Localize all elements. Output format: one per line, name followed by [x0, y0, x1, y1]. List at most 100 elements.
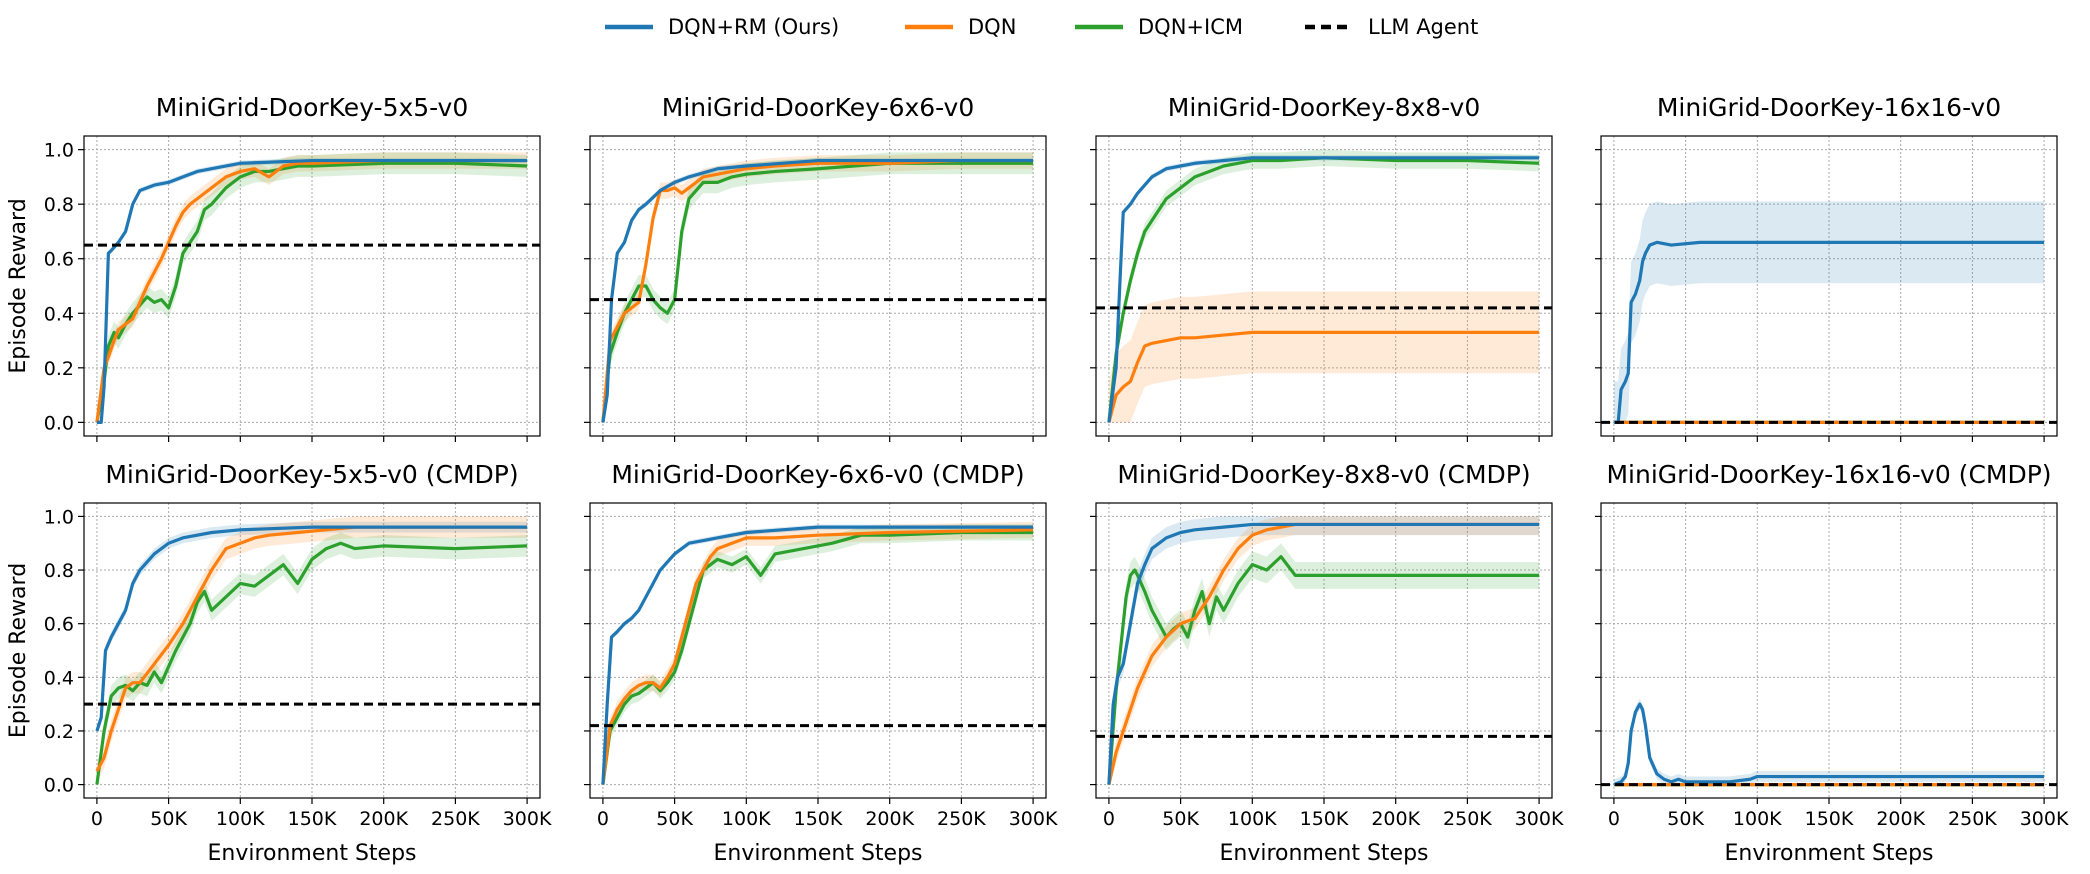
- xtick-label: 300K: [1515, 808, 1564, 830]
- y-axis-label: Episode Reward: [6, 563, 31, 738]
- legend-label-llm: LLM Agent: [1368, 15, 1478, 39]
- ytick-label: 0.0: [44, 412, 74, 434]
- xtick-label: 200K: [1876, 808, 1925, 830]
- xtick-label: 150K: [1300, 808, 1349, 830]
- series-line-rm: [601, 158, 1034, 423]
- y-axis-label: Episode Reward: [6, 198, 31, 373]
- band-icm: [96, 152, 528, 423]
- ytick-label: 0.2: [44, 358, 74, 380]
- x-axis-label: Environment Steps: [207, 841, 416, 866]
- series-line-icm: [601, 530, 1034, 785]
- legend-entry-dqn: DQN: [905, 15, 1016, 39]
- xtick-label: 300K: [2020, 808, 2069, 830]
- series-line-rm: [1613, 702, 2045, 787]
- series-line-rm: [1107, 522, 1540, 785]
- xtick-label: 50K: [656, 808, 693, 830]
- series-line-dqn: [601, 158, 1034, 423]
- xtick-label: 150K: [1805, 808, 1854, 830]
- plot-area: [590, 152, 1046, 423]
- series-line-dqn: [1107, 330, 1540, 423]
- plot-area: [1601, 201, 2057, 424]
- xtick-label: 0: [597, 808, 609, 830]
- plot-area: [1096, 149, 1552, 423]
- x-axis-label: Environment Steps: [1219, 841, 1428, 866]
- legend-label-icm: DQN+ICM: [1138, 15, 1243, 39]
- xtick-label: 0: [91, 808, 103, 830]
- plot-area: [590, 521, 1046, 785]
- x-axis-label: Environment Steps: [1724, 841, 1933, 866]
- ytick-label: 0.8: [44, 560, 74, 582]
- xtick-label: 50K: [150, 808, 187, 830]
- plot-area: [84, 152, 540, 424]
- series-line-icm: [95, 161, 528, 423]
- xtick-label: 100K: [1228, 808, 1277, 830]
- chart-panel-7: 0 50K 100K 150K 200K 250K 300K MiniGrid-DoorKey…: [1090, 460, 1564, 866]
- x-axis-label: Environment Steps: [713, 841, 922, 866]
- chart-panel-6: 0 50K 100K 150K 200K 250K 300K MiniGrid-DoorKey…: [584, 460, 1058, 866]
- chart-panel-8: 0 50K 100K 150K 200K 250K 300K MiniGrid-DoorKey…: [1595, 460, 2069, 866]
- series-line-rm: [601, 525, 1034, 785]
- plot-area: [84, 516, 540, 785]
- ytick-label: 0.4: [44, 303, 74, 325]
- panel-title: MiniGrid-DoorKey-6x6-v0 (CMDP): [611, 460, 1024, 489]
- panel-title: MiniGrid-DoorKey-16x16-v0 (CMDP): [1606, 460, 2051, 489]
- legend-label-rm: DQN+RM (Ours): [668, 15, 839, 39]
- legend: DQN+RM (Ours) DQN DQN+ICM LLM Agent: [605, 15, 1478, 39]
- band-rm: [1108, 516, 1540, 785]
- chart-panel-1: 0.0 0.2 0.4 0.6 0.8 1.0 MiniGrid-DoorKey-5x5-v…: [6, 93, 541, 442]
- xtick-label: 250K: [431, 808, 480, 830]
- series-line-rm: [1613, 240, 2045, 424]
- chart-panel-3: MiniGrid-DoorKey-8x8-v0: [1090, 93, 1553, 442]
- xtick-label: 50K: [1162, 808, 1199, 830]
- panel-title: MiniGrid-DoorKey-5x5-v0: [156, 93, 468, 122]
- xtick-label: 100K: [216, 808, 265, 830]
- series-line-rm: [96, 158, 528, 424]
- ytick-label: 0.6: [44, 614, 74, 636]
- series-line-rm: [95, 525, 528, 732]
- chart-panels: 0.0 0.2 0.4 0.6 0.8 1.0 MiniGrid-DoorKey-5x5-v…: [6, 93, 2069, 866]
- ytick-label: 0.0: [44, 775, 74, 797]
- ytick-label: 0.4: [44, 667, 74, 689]
- series-line-icm: [1107, 555, 1540, 785]
- panel-title: MiniGrid-DoorKey-8x8-v0 (CMDP): [1117, 460, 1530, 489]
- legend-label-dqn: DQN: [968, 15, 1016, 39]
- band-icm: [1108, 543, 1540, 785]
- panel-title: MiniGrid-DoorKey-5x5-v0 (CMDP): [105, 460, 518, 489]
- band-rm: [1613, 201, 2045, 423]
- xtick-label: 300K: [1009, 808, 1058, 830]
- xtick-label: 150K: [794, 808, 843, 830]
- legend-entry-icm: DQN+ICM: [1075, 15, 1243, 39]
- xtick-label: 250K: [1948, 808, 1997, 830]
- xtick-label: 50K: [1667, 808, 1704, 830]
- xtick-label: 250K: [1443, 808, 1492, 830]
- ytick-label: 1.0: [44, 140, 74, 162]
- ytick-label: 0.6: [44, 249, 74, 271]
- legend-entry-rm: DQN+RM (Ours): [605, 15, 839, 39]
- xtick-label: 0: [1608, 808, 1620, 830]
- series-line-icm: [95, 541, 528, 785]
- chart-panel-5: 0.0 0.2 0.4 0.6 0.8 1.0 0 50K 100K 150K 200K 250K 30…: [6, 460, 552, 866]
- xtick-label: 300K: [503, 808, 552, 830]
- plot-area: [1601, 698, 2057, 787]
- panel-title: MiniGrid-DoorKey-16x16-v0: [1657, 93, 2001, 122]
- band-dqn: [1108, 291, 1540, 423]
- series-line-icm: [601, 161, 1034, 423]
- xtick-label: 150K: [288, 808, 337, 830]
- ytick-label: 0.8: [44, 194, 74, 216]
- ytick-label: 0.2: [44, 721, 74, 743]
- series-line-dqn: [95, 158, 528, 423]
- series-line-rm: [1107, 156, 1540, 423]
- xtick-label: 200K: [1371, 808, 1420, 830]
- ytick-label: 1.0: [44, 506, 74, 528]
- xtick-label: 100K: [1733, 808, 1782, 830]
- xtick-label: 250K: [937, 808, 986, 830]
- xtick-label: 100K: [722, 808, 771, 830]
- chart-panel-4: MiniGrid-DoorKey-16x16-v0: [1595, 93, 2058, 442]
- chart-panel-2: MiniGrid-DoorKey-6x6-v0: [584, 93, 1047, 442]
- xtick-label: 200K: [865, 808, 914, 830]
- series-line-dqn: [601, 528, 1034, 785]
- panel-title: MiniGrid-DoorKey-8x8-v0: [1168, 93, 1480, 122]
- xtick-label: 200K: [359, 808, 408, 830]
- legend-entry-llm: LLM Agent: [1305, 15, 1478, 39]
